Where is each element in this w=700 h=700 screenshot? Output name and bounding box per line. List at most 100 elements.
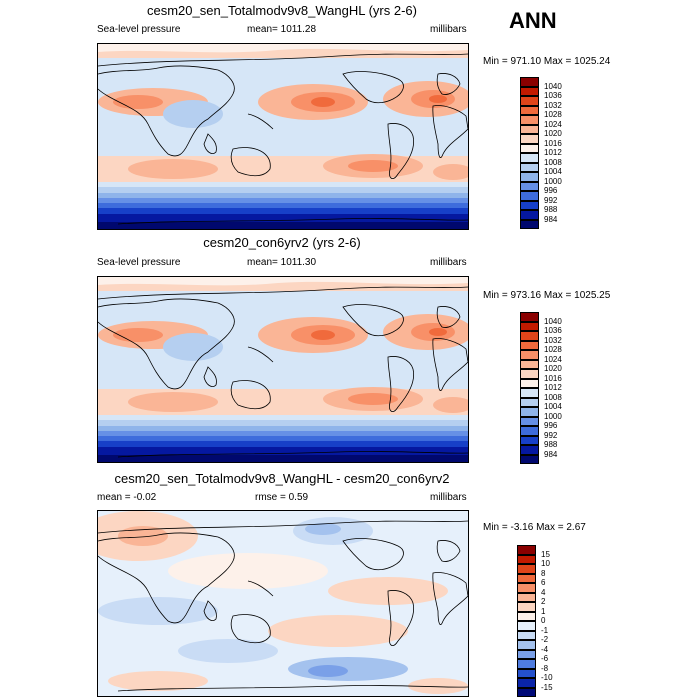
map-plot (98, 511, 468, 696)
colorbar-swatch (520, 181, 539, 191)
colorbar-tick-label: 1016 (544, 138, 562, 148)
units-label: millibars (430, 24, 467, 35)
colorbar-swatch (520, 359, 539, 369)
colorbar-tick-label: 984 (544, 449, 558, 459)
map-plot (98, 44, 468, 229)
colorbar-tick-label: 2 (541, 597, 546, 606)
colorbar-swatch (520, 96, 539, 106)
colorbar-swatch (520, 321, 539, 331)
colorbar-swatch (520, 143, 539, 153)
colorbar-tick-label: 1028 (544, 345, 562, 354)
variable-label: Sea-level pressure (97, 24, 181, 35)
colorbar-swatch (520, 124, 539, 134)
difference-map (97, 510, 469, 697)
mean-label: mean= 1011.28 (247, 24, 317, 35)
colorbar-tick-label: 1000 (544, 411, 562, 421)
colorbar-swatch (520, 312, 539, 322)
colorbar-tick-label: 992 (544, 195, 558, 205)
colorbar-swatch (517, 621, 536, 631)
colorbar-tick-label: 988 (544, 205, 558, 214)
colorbar-swatch (520, 435, 539, 445)
colorbar-swatch (520, 172, 539, 182)
panel-title: cesm20_sen_Totalmodv9v8_WangHL (yrs 2-6) (147, 3, 417, 18)
colorbar-swatch (520, 77, 539, 87)
colorbar-swatch (517, 602, 536, 612)
colorbar-tick-label: -1 (541, 625, 549, 635)
colorbar-tick-label: 6 (541, 578, 546, 587)
colorbar-tick-label: 1024 (544, 354, 562, 364)
colorbar-swatch (517, 611, 536, 621)
colorbar-tick-label: 1004 (544, 167, 562, 176)
colorbar-swatch (517, 649, 536, 659)
colorbar-swatch (520, 162, 539, 172)
colorbar-tick-label: 4 (541, 587, 546, 597)
colorbar-tick-label: 1 (541, 606, 546, 616)
colorbar-swatch (520, 105, 539, 115)
colorbar-swatch (517, 573, 536, 583)
colorbar-tick-label: 1032 (544, 100, 562, 110)
panel-title: cesm20_con6yrv2 (yrs 2-6) (203, 235, 361, 250)
colorbar-tick-label: 1004 (544, 402, 562, 411)
colorbar-swatch (520, 86, 539, 96)
colorbar-swatch (520, 340, 539, 350)
colorbar-swatch (517, 583, 536, 593)
mean-label: mean= 1011.30 (247, 257, 317, 268)
colorbar-tick-label: 8 (541, 568, 546, 578)
colorbar-tick-label: 1016 (544, 373, 562, 383)
colorbar-tick-label: 1024 (544, 119, 562, 129)
colorbar-tick-label: 1008 (544, 157, 562, 167)
colorbar-tick-label: 984 (544, 214, 558, 224)
colorbar-tick-label: -4 (541, 644, 549, 654)
sea-level-pressure-map (97, 43, 469, 230)
colorbar-swatch (517, 564, 536, 574)
colorbar-swatch (517, 678, 536, 688)
sea-level-pressure-map (97, 276, 469, 463)
minmax-label: Min = 971.10 Max = 1025.24 (483, 56, 611, 67)
colorbar-swatch (517, 545, 536, 555)
colorbar-tick-label: 0 (541, 616, 546, 625)
colorbar-tick-label: -10 (541, 673, 553, 682)
colorbar-swatch (520, 219, 539, 229)
colorbar-tick-label: -2 (541, 635, 549, 644)
colorbar-swatch (520, 350, 539, 360)
colorbar-tick-label: 1036 (544, 91, 562, 100)
colorbar-tick-label: 1032 (544, 335, 562, 345)
colorbar-swatch (520, 191, 539, 201)
colorbar-swatch (517, 687, 536, 697)
rmse-label: rmse = 0.59 (255, 492, 309, 503)
colorbar-tick-label: 996 (544, 421, 558, 430)
season-label: ANN (509, 8, 557, 33)
colorbar-swatch (520, 210, 539, 220)
colorbar-tick-label: 988 (544, 440, 558, 449)
minmax-label: Min = 973.16 Max = 1025.25 (483, 290, 611, 301)
colorbar-tick-label: 1040 (544, 81, 562, 91)
mean-label: mean = -0.02 (97, 492, 157, 503)
colorbar-tick-label: 1012 (544, 148, 562, 157)
colorbar-swatch (517, 554, 536, 564)
colorbar-tick-label: 1028 (544, 110, 562, 119)
colorbar-tick-label: 1012 (544, 383, 562, 392)
colorbar-tick-label: -6 (541, 654, 549, 663)
variable-label: Sea-level pressure (97, 257, 181, 268)
colorbar-tick-label: 1040 (544, 316, 562, 326)
colorbar-tick-label: -8 (541, 663, 549, 673)
colorbar-swatch (520, 378, 539, 388)
colorbar-swatch (520, 397, 539, 407)
colorbar-swatch (520, 454, 539, 464)
units-label: millibars (430, 257, 467, 268)
colorbar-swatch (517, 668, 536, 678)
colorbar-swatch (520, 200, 539, 210)
colorbar-swatch (517, 640, 536, 650)
colorbar-swatch (517, 592, 536, 602)
colorbar-swatch (520, 134, 539, 144)
colorbar-swatch (520, 369, 539, 379)
panel-title: cesm20_sen_Totalmodv9v8_WangHL - cesm20_… (114, 471, 450, 486)
colorbar-swatch (520, 426, 539, 436)
colorbar-tick-label: 15 (541, 549, 550, 559)
colorbar-swatch (517, 659, 536, 669)
map-plot (98, 277, 468, 462)
colorbar-tick-label: 996 (544, 186, 558, 195)
minmax-label: Min = -3.16 Max = 2.67 (483, 522, 586, 533)
colorbar-tick-label: 1020 (544, 364, 562, 373)
colorbar-tick-label: -15 (541, 682, 553, 692)
